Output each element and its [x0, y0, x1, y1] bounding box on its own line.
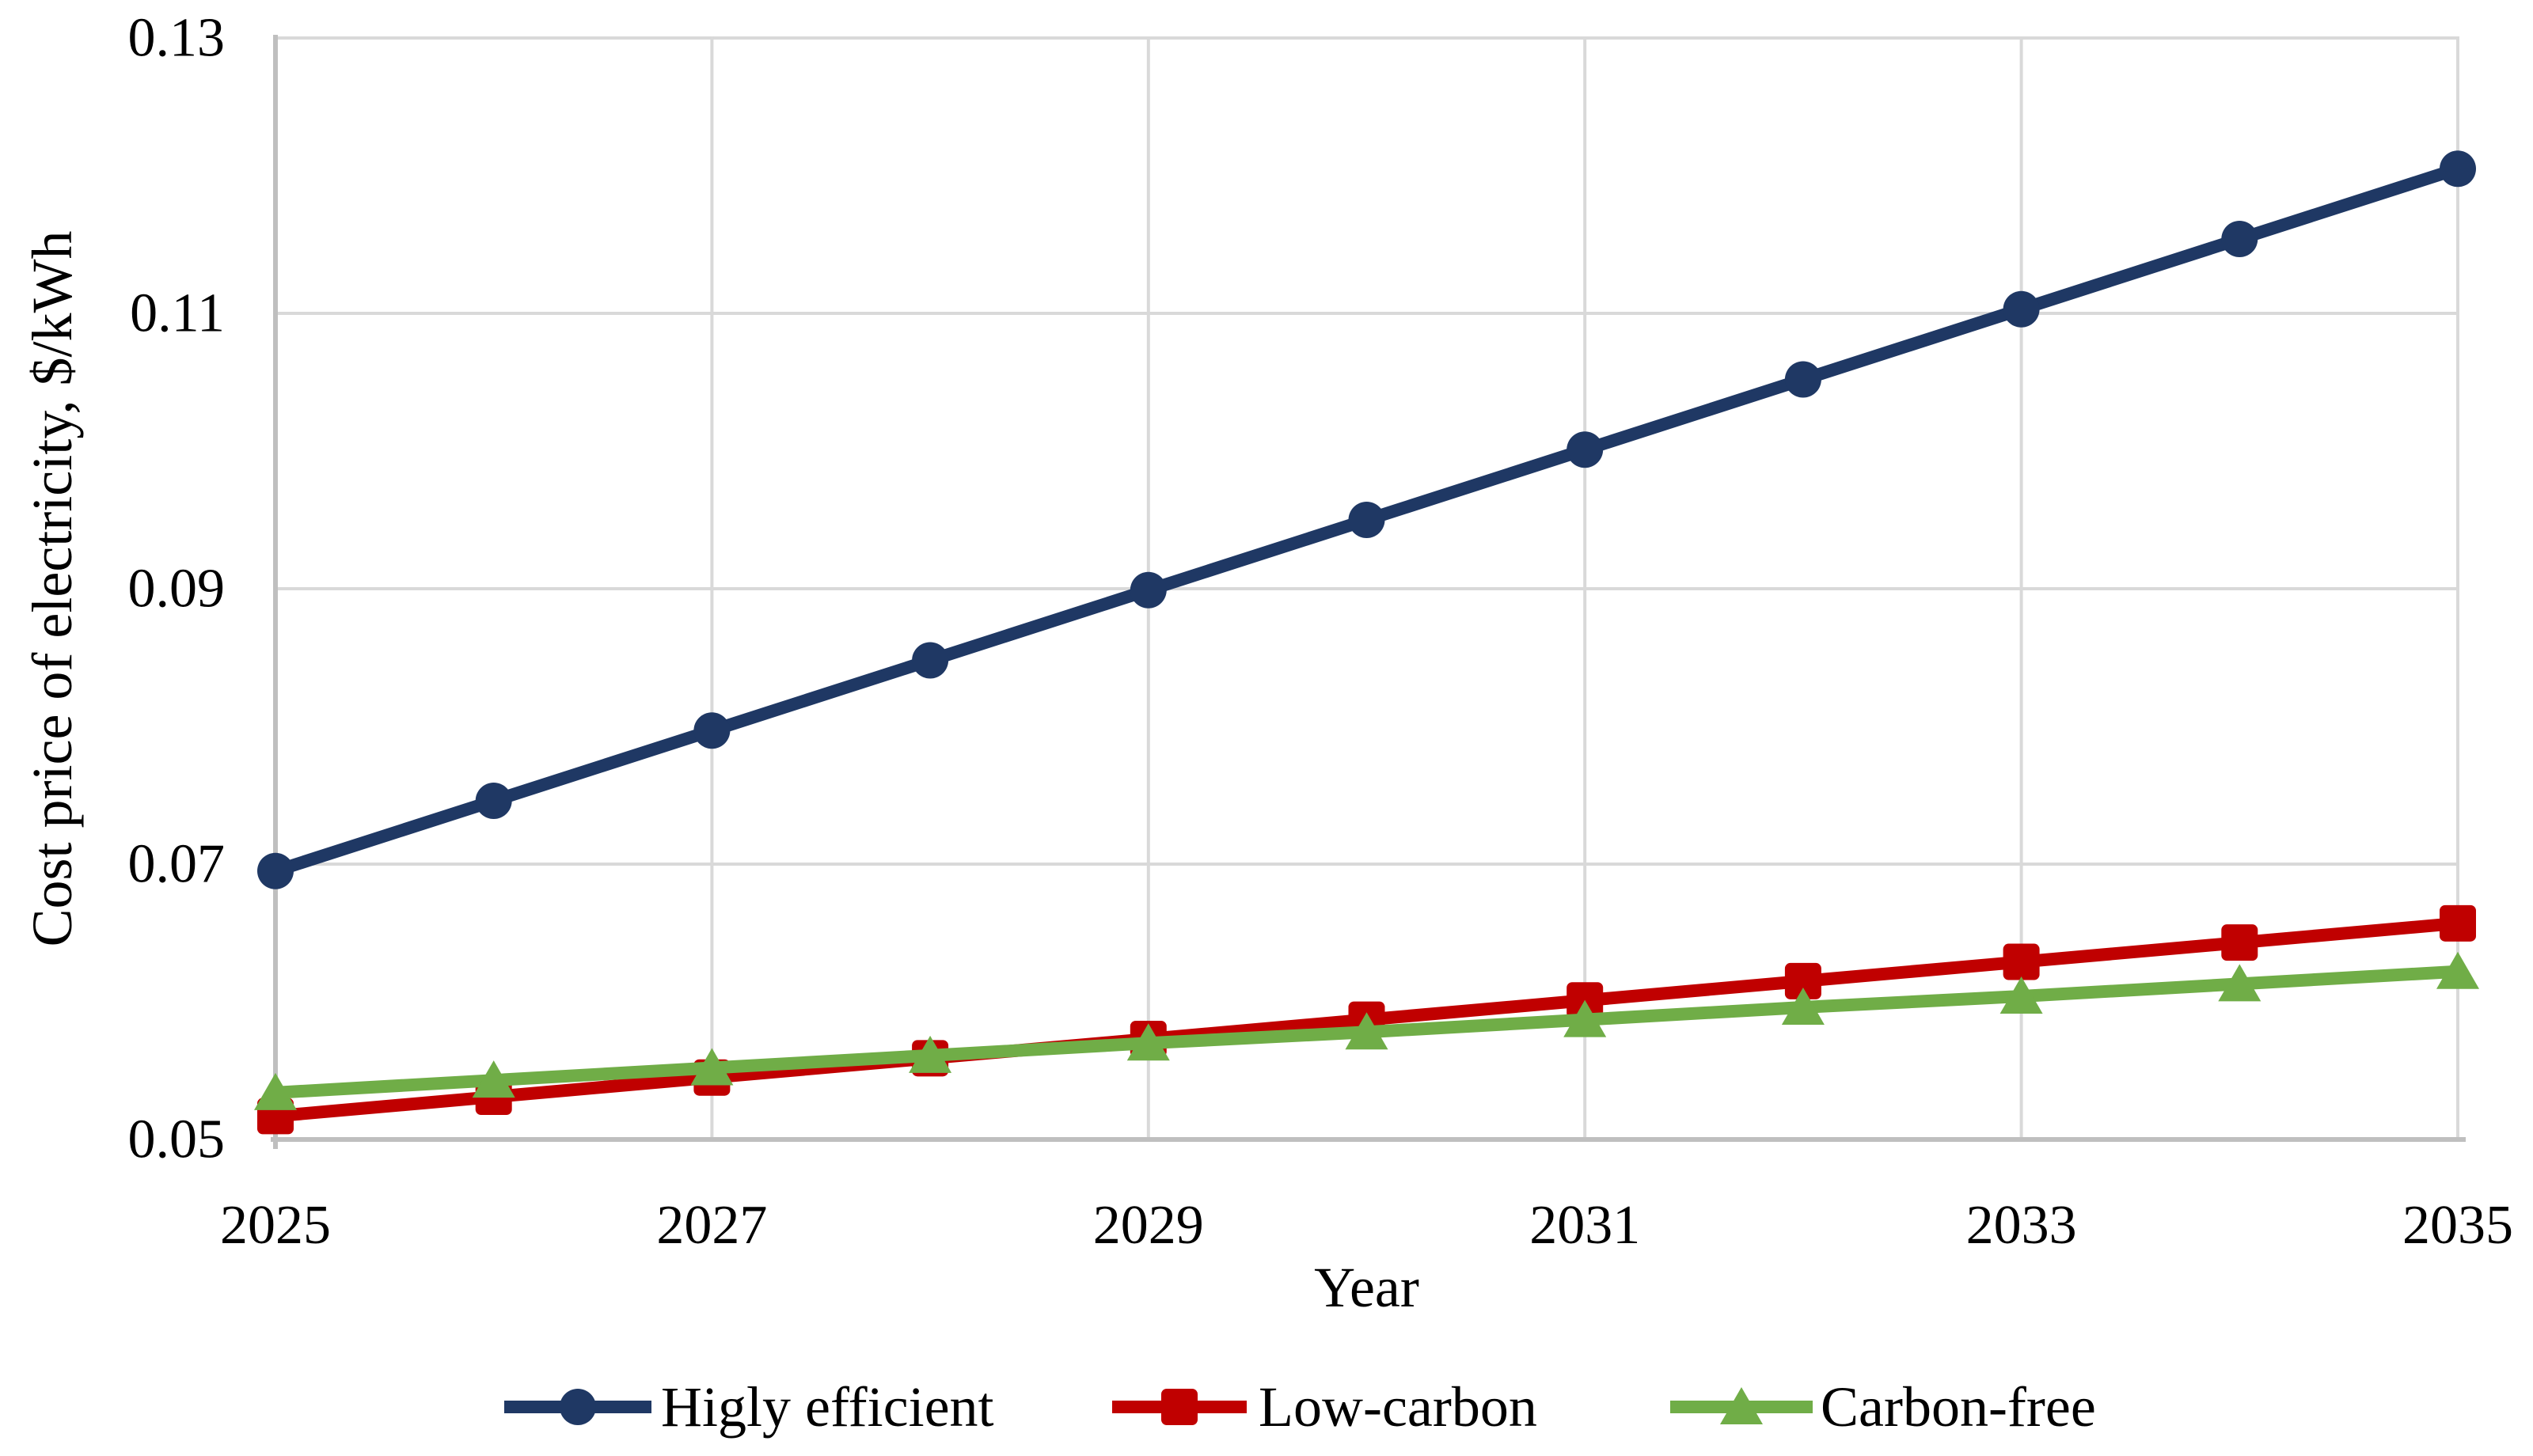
y-tick-label: 0.07 [128, 834, 226, 895]
data-point-marker-carbon-free [1126, 1023, 1170, 1061]
x-tick-label: 2029 [1093, 1195, 1204, 1256]
data-point-marker-higly-efficient [912, 642, 949, 679]
legend-label-higly-efficient: Higly efficient [661, 1375, 994, 1439]
data-point-marker-higly-efficient [1567, 431, 1604, 468]
data-point-marker-low-carbon [2440, 904, 2476, 942]
x-tick-label: 2031 [1529, 1195, 1640, 1256]
legend-label-carbon-free: Carbon-free [1821, 1375, 2096, 1439]
legend-item-low-carbon: Low-carbon [1112, 1375, 1537, 1439]
series-carbon-free [254, 951, 2479, 1110]
data-point-marker-higly-efficient [257, 852, 294, 889]
data-point-marker-carbon-free [1563, 999, 1607, 1037]
data-point-marker-higly-efficient [475, 782, 512, 819]
legend-marker-triangle-icon [1720, 1387, 1763, 1424]
x-tick-label: 2033 [1966, 1195, 2077, 1256]
x-tick-label: 2025 [220, 1195, 331, 1256]
legend: Higly efficient Low-carbon Carbon-free [504, 1375, 2096, 1439]
data-point-marker-carbon-free [472, 1060, 515, 1098]
x-tick-label: 2035 [2402, 1195, 2513, 1256]
legend-marker-circle-icon [560, 1389, 596, 1425]
legend-label-low-carbon: Low-carbon [1259, 1375, 1537, 1439]
data-point-marker-low-carbon [1784, 962, 1821, 999]
data-point-marker-carbon-free [690, 1048, 734, 1086]
data-point-marker-carbon-free [1781, 987, 1825, 1025]
data-point-marker-carbon-free [909, 1035, 952, 1073]
legend-item-higly-efficient: Higly efficient [504, 1375, 994, 1439]
y-axis-title: Cost price of electricity, $/kWh [21, 230, 84, 946]
data-point-marker-higly-efficient [2003, 290, 2040, 328]
data-point-marker-carbon-free [254, 1072, 297, 1110]
x-tick-label: 2027 [656, 1195, 767, 1256]
data-point-marker-higly-efficient [2440, 150, 2476, 188]
data-point-marker-higly-efficient [1784, 361, 1821, 398]
y-tick-label: 0.13 [128, 8, 226, 69]
data-point-marker-low-carbon [2003, 943, 2040, 980]
data-point-marker-carbon-free [1345, 1012, 1388, 1050]
data-point-marker-higly-efficient [1348, 502, 1385, 538]
series-higly-efficient [257, 150, 2476, 889]
data-point-marker-low-carbon [2221, 924, 2258, 961]
y-tick-label: 0.05 [128, 1109, 226, 1170]
legend-marker-square-icon [1161, 1389, 1198, 1425]
data-point-marker-higly-efficient [1130, 571, 1167, 609]
data-point-marker-carbon-free [2218, 964, 2261, 1002]
x-axis-title: Year [1314, 1256, 1419, 1319]
data-point-marker-carbon-free [1999, 976, 2043, 1014]
legend-item-carbon-free: Carbon-free [1670, 1375, 2096, 1439]
data-point-marker-higly-efficient [693, 712, 731, 749]
data-point-marker-higly-efficient [2221, 221, 2258, 258]
data-point-marker-carbon-free [2436, 951, 2479, 989]
y-tick-label: 0.09 [128, 559, 226, 620]
y-tick-label: 0.11 [130, 283, 225, 344]
